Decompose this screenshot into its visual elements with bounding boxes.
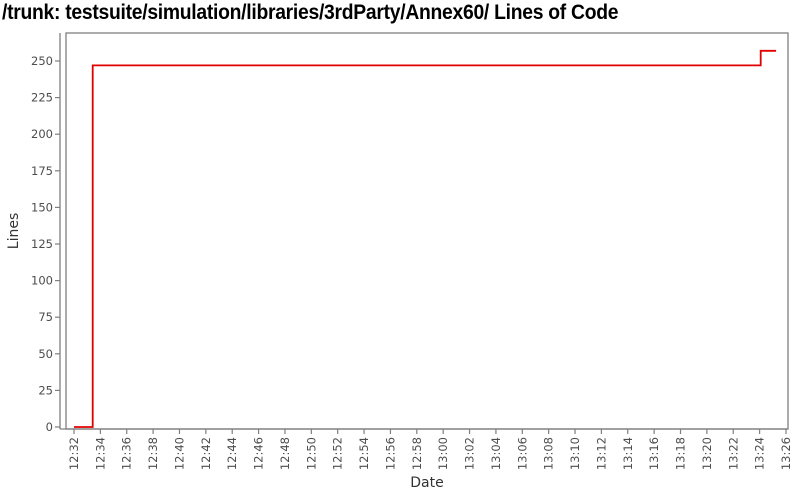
y-tick-label: 225 [31, 91, 53, 105]
x-tick-label: 12:56 [383, 437, 397, 470]
x-tick-label: 12:38 [146, 437, 160, 470]
x-tick-label: 13:06 [515, 437, 529, 470]
x-tick-label: 13:20 [700, 437, 714, 470]
x-tick-label: 12:50 [304, 437, 318, 470]
y-tick-label: 125 [31, 237, 53, 251]
y-axis-title: Lines [6, 213, 22, 249]
x-tick-label: 12:52 [331, 437, 345, 470]
x-tick-label: 13:14 [621, 437, 635, 470]
x-tick-label: 12:48 [278, 437, 292, 470]
x-tick-label: 12:46 [252, 437, 266, 470]
plot-generated: 0 25 50 75 100 125 150 175 200 225 250 12:32 12:34 12… [31, 32, 793, 470]
y-tick-label: 250 [31, 54, 53, 68]
x-tick-label: 13:08 [542, 437, 556, 470]
x-tick-label: 13:18 [674, 437, 688, 470]
x-tick-label: 13:04 [489, 437, 503, 470]
chart-title: /trunk: testsuite/simulation/libraries/3… [2, 1, 619, 24]
x-tick-label: 13:10 [568, 437, 582, 470]
x-tick-label: 13:16 [647, 437, 661, 470]
y-tick-label: 75 [38, 310, 53, 324]
x-tick-label: 12:44 [225, 437, 239, 470]
x-tick-label: 13:26 [779, 437, 793, 470]
y-tick-label: 200 [31, 127, 53, 141]
y-tick-label: 100 [31, 274, 53, 288]
x-tick-label: 12:40 [172, 437, 186, 470]
x-tick-label: 13:12 [594, 437, 608, 470]
y-tick-label: 50 [38, 347, 53, 361]
series-lines-of-code [74, 49, 777, 428]
x-tick-label: 13:22 [726, 437, 740, 470]
y-tick-label: 175 [31, 164, 53, 178]
x-axis-title: Date [410, 475, 443, 491]
y-tick-label: 150 [31, 200, 53, 214]
x-tick-label: 12:54 [357, 437, 371, 470]
x-tick-label: 13:00 [436, 437, 450, 470]
y-tick-label: 0 [46, 420, 53, 434]
x-tick-label: 12:32 [67, 437, 81, 470]
x-tick-label: 13:02 [463, 437, 477, 470]
x-tick-label: 12:42 [199, 437, 213, 470]
x-tick-label: 12:34 [93, 437, 107, 470]
x-tick-label: 13:24 [753, 437, 767, 470]
x-tick-label: 12:58 [410, 437, 424, 470]
x-tick-label: 12:36 [120, 437, 134, 470]
y-tick-label: 25 [38, 383, 53, 397]
plot-border [65, 32, 789, 430]
